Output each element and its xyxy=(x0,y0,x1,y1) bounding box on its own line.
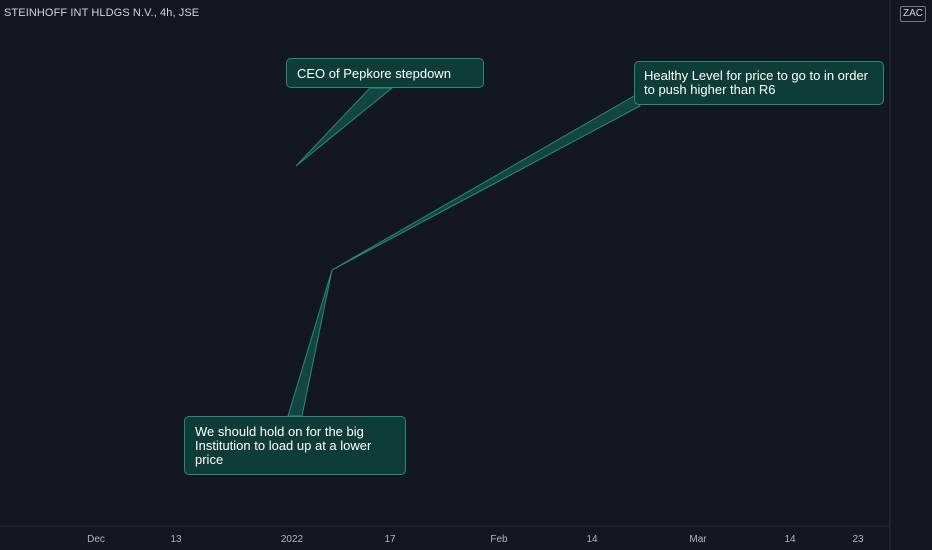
time-tick-label: Mar xyxy=(689,534,707,545)
hold-callout[interactable]: We should hold on for the big Institutio… xyxy=(184,416,406,475)
time-tick-label: 2022 xyxy=(281,534,304,545)
currency-badge[interactable]: ZAC xyxy=(900,6,926,22)
time-tick-label: Feb xyxy=(490,534,508,545)
time-tick-label: Dec xyxy=(87,534,105,545)
time-tick-label: 23 xyxy=(852,534,864,545)
time-tick-label: 17 xyxy=(384,534,396,545)
time-tick-label: 14 xyxy=(586,534,598,545)
time-tick-label: 14 xyxy=(784,534,796,545)
time-tick-label: 13 xyxy=(170,534,182,545)
time-axis: Dec 13 2022 17 Feb 14 Mar 14 23 xyxy=(87,534,864,545)
symbol-title: STEINHOFF INT HLDGS N.V., 4h, JSE xyxy=(4,7,200,19)
ceo-callout-pointer xyxy=(295,87,394,167)
hold-callout-pointer xyxy=(287,269,333,417)
healthy-level-callout-pointer xyxy=(331,95,641,271)
ceo-callout[interactable]: CEO of Pepkore stepdown xyxy=(286,58,484,88)
healthy-level-callout[interactable]: Healthy Level for price to go to in orde… xyxy=(634,61,884,105)
